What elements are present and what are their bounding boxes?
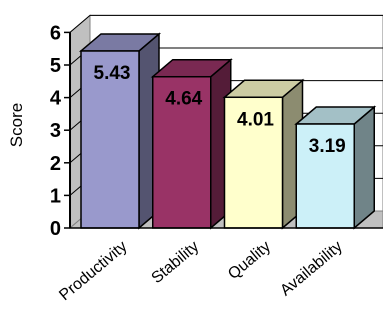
bars: 5.43 4.64 4.01 3.19 (78, 32, 377, 230)
x-tick-label: Stability (148, 238, 202, 287)
x-tick-label: Availability (277, 238, 346, 299)
bar: 5.43 (78, 32, 162, 230)
x-tick-label: Productivity (56, 238, 130, 304)
bar-front (152, 75, 212, 229)
bar: 3.19 (294, 105, 377, 230)
data-label: 4.01 (237, 109, 274, 130)
bar-side (353, 105, 375, 230)
y-tick-label: 3 (50, 120, 61, 142)
data-label: 4.64 (165, 89, 202, 110)
bar: 4.01 (222, 78, 305, 230)
y-tick-label: 0 (50, 218, 61, 240)
bar-front (80, 50, 140, 229)
y-tick-label: 5 (50, 55, 61, 77)
y-tick-label: 4 (50, 88, 62, 110)
x-axis: Productivity Stability Quality Availability (56, 227, 383, 304)
y-axis: 0 1 2 3 4 5 6 (50, 22, 71, 240)
bar-front (223, 96, 284, 229)
x-tick-label: Quality (225, 238, 274, 283)
y-axis-label: Score (7, 103, 26, 147)
y-tick-label: 2 (50, 153, 61, 175)
gridline (69, 14, 383, 33)
bar: 4.64 (150, 58, 233, 230)
y-tick-label: 6 (50, 22, 61, 44)
data-label: 5.43 (94, 63, 131, 84)
y-tick-label: 1 (50, 185, 61, 207)
data-label: 3.19 (309, 136, 346, 157)
